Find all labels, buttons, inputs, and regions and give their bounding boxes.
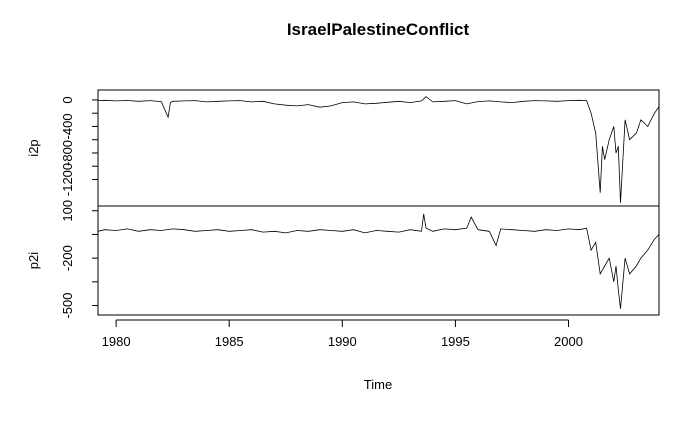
x-tick-label-0: 1980 [102, 334, 131, 349]
panel-frame-i2p [97, 89, 660, 207]
series-line-i2p [97, 96, 660, 203]
chart-title: IsraelPalestineConflict [287, 20, 470, 39]
plot-layer: -1200-800-400 0 i2p -500 -200 100 p2i 1980 1985 1… [26, 89, 660, 349]
y-tick-label-i2p-0: -1200 [60, 163, 75, 196]
x-tick-label-4: 2000 [554, 334, 583, 349]
y-tick-label-i2p-3: 0 [60, 96, 75, 103]
y-axis-label-i2p: i2p [26, 139, 41, 156]
y-axis-label-p2i: p2i [26, 252, 41, 269]
y-tick-label-i2p-1: -800 [60, 140, 75, 166]
x-tick-label-3: 1995 [441, 334, 470, 349]
series-line-p2i [97, 213, 660, 309]
y-tick-label-i2p-2: -400 [60, 113, 75, 139]
y-tick-label-p2i-1: -200 [60, 245, 75, 271]
y-tick-label-p2i-0: -500 [60, 293, 75, 319]
panel-frame-p2i [97, 205, 660, 316]
x-tick-label-2: 1990 [328, 334, 357, 349]
y-tick-label-p2i-2: 100 [60, 200, 75, 222]
x-tick-label-1: 1985 [215, 334, 244, 349]
x-axis-label: Time [364, 377, 392, 392]
